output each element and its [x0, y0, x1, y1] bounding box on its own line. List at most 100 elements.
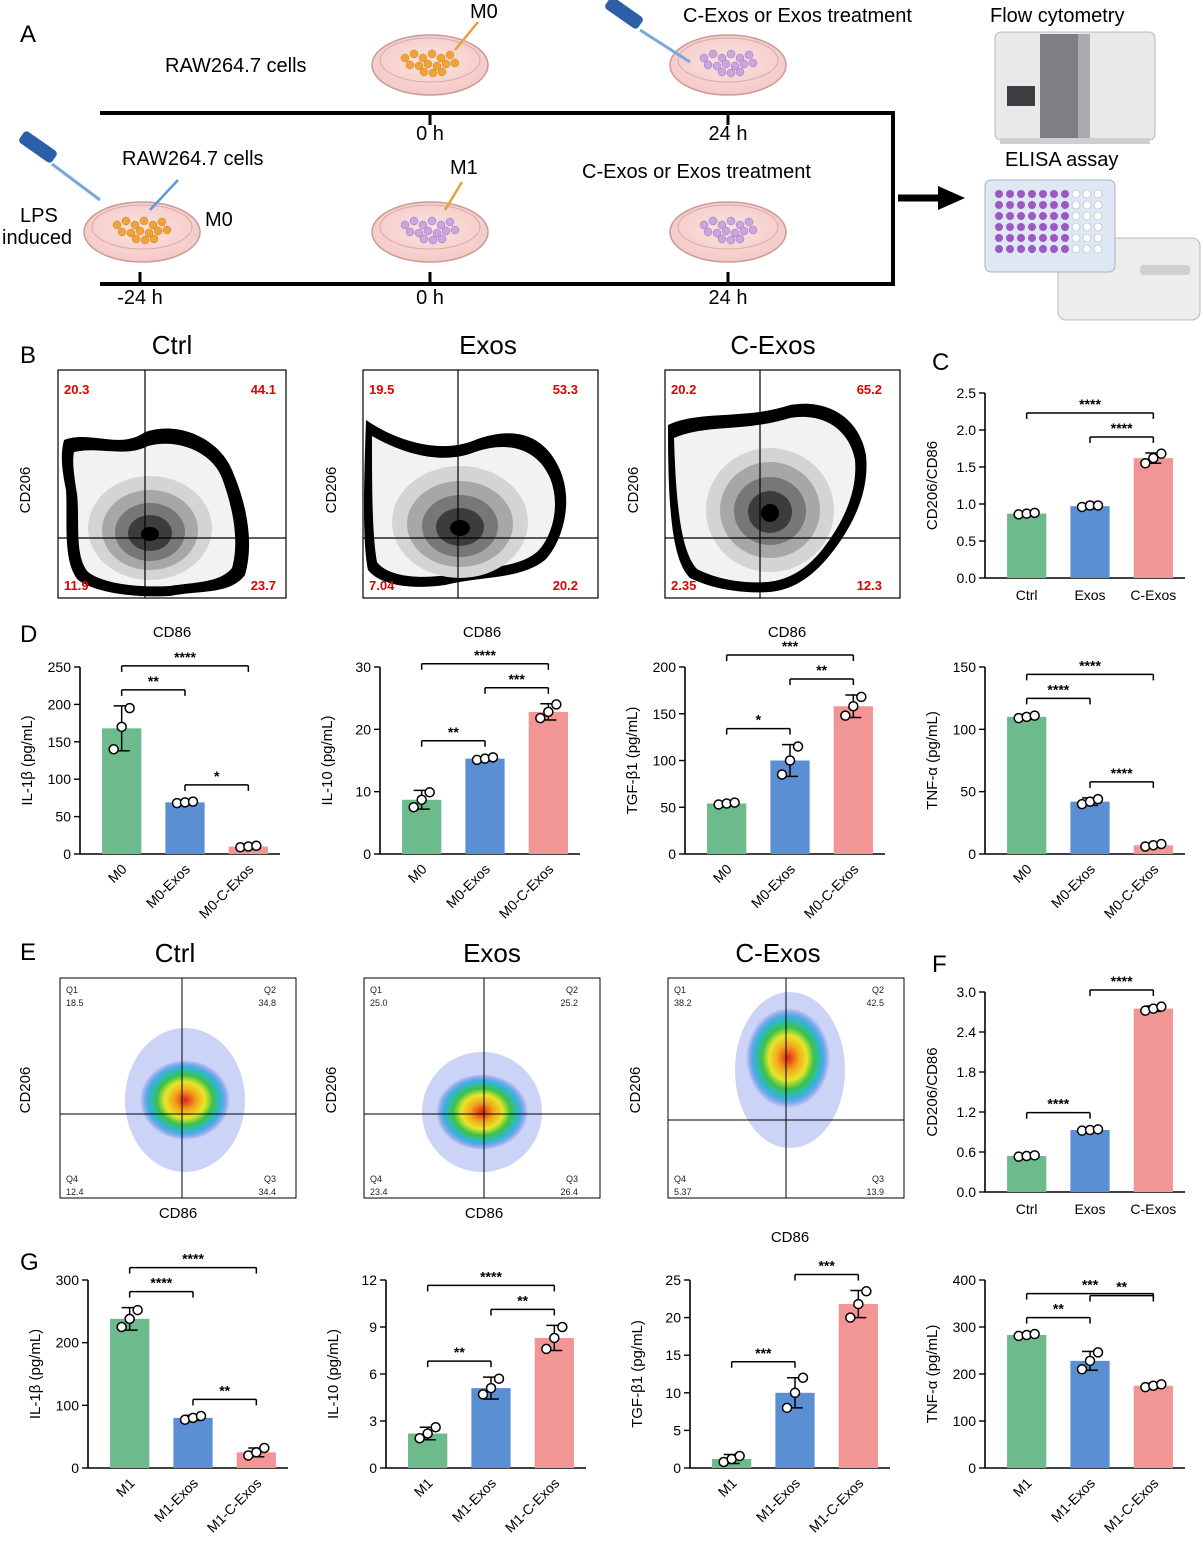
x-tick-label: M1-Exos: [1048, 1475, 1098, 1525]
y-tick-label: 0.0: [957, 570, 977, 586]
significance-label: **: [454, 1344, 465, 1360]
flow-b-plot-c-exos: C-Exos 20.2 65.2 2.35 12.3 CD206 CD86: [625, 330, 901, 641]
y-tick-label: 200: [56, 1335, 80, 1351]
scheme-bottom-time-neg24: -24 h: [117, 287, 163, 309]
y-tick-label: 1.5: [957, 459, 977, 475]
y-tick-label: 10: [665, 1385, 681, 1401]
bar-chart-c: 0.0 0.5 1.0 1.5 2.0 2.5 CD206/CD86 Ctrl Exos C-Ex…: [924, 385, 1185, 603]
bar: [465, 758, 505, 854]
bar: [1007, 1334, 1047, 1468]
significance-label: **: [517, 1292, 528, 1308]
y-tick-label: 10: [355, 784, 371, 800]
data-point: [797, 1372, 809, 1384]
panel-a: A RAW264.7 cells M0 C-Exos or Exos treat…: [2, 0, 1201, 321]
bar-chart-d3: 0 50 100 150 200 TGF-β1 (pg/mL) M0 M0-Exos M0-C-…: [624, 638, 885, 922]
flow-xlabel: CD86: [771, 1229, 809, 1246]
bar: [528, 711, 568, 854]
quadrant-q2-name: Q2: [264, 985, 276, 995]
quadrant-q4-value: 5.37: [674, 1187, 692, 1197]
data-point: [1140, 458, 1151, 469]
quadrant-q4-value: 7.04: [369, 578, 395, 593]
x-tick-label: Exos: [1074, 587, 1105, 603]
bar-chart-d4: 0 50 100 150 TNF-α (pg/mL) M0 M0-Exos M0-C-Exos…: [924, 657, 1185, 922]
y-tick-label: 15: [665, 1347, 681, 1363]
data-point: [116, 1321, 127, 1333]
y-axis-label: CD206/CD86: [924, 1047, 941, 1136]
x-tick-label: C-Exos: [1130, 1201, 1176, 1217]
panel-letter-b: B: [20, 342, 36, 369]
bar-chart-f: 0.0 0.6 1.2 1.8 2.4 3.0 CD206/CD86 Ctrl Exos C-Ex…: [924, 973, 1185, 1217]
flow-xlabel: CD86: [768, 624, 806, 641]
data-point: [734, 1450, 745, 1462]
significance-label: **: [448, 724, 459, 740]
y-tick-label: 0.0: [957, 1184, 977, 1200]
scheme-bottom-m0-label: M0: [205, 209, 233, 231]
quadrant-q3-name: Q3: [264, 1174, 276, 1184]
significance-label: ****: [1047, 681, 1069, 697]
data-point: [424, 787, 435, 798]
y-tick-label: 5: [673, 1422, 681, 1438]
dish-bottom-m1: [371, 181, 489, 263]
panel-letter-g: G: [20, 1249, 39, 1276]
quadrant-q2-value: 53.3: [553, 382, 578, 397]
y-tick-label: 100: [56, 1397, 80, 1413]
y-tick-label: 0: [968, 846, 976, 862]
bar-chart-d1: 0 50 100 150 200 250 IL-1β (pg/mL) M0 M0-Exos M0-…: [19, 649, 280, 922]
quadrant-q2-name: Q2: [566, 985, 578, 995]
data-point: [487, 752, 499, 763]
data-point: [1084, 1355, 1096, 1367]
quadrant-q1-value: 25.0: [370, 998, 388, 1008]
x-tick-label: M0-Exos: [443, 861, 493, 911]
y-tick-label: 50: [55, 809, 71, 825]
panel-letter-e: E: [20, 939, 36, 966]
flow-ylabel: CD206: [625, 467, 642, 514]
significance-label: ****: [150, 1275, 172, 1291]
data-point: [551, 699, 562, 710]
quadrant-q2-value: 44.1: [251, 382, 276, 397]
y-axis-label: TGF-β1 (pg/mL): [629, 1320, 646, 1428]
data-point: [422, 1428, 433, 1439]
data-point: [541, 1343, 552, 1355]
x-tick-label: M0: [710, 861, 735, 886]
bar: [1070, 1130, 1110, 1192]
significance-label: ****: [1047, 1096, 1069, 1112]
x-tick-label: M1-Exos: [449, 1475, 499, 1525]
plot-frame: [664, 369, 901, 599]
arrow-head-icon: [938, 186, 965, 210]
y-axis-label: IL-1β (pg/mL): [19, 715, 36, 805]
y-axis-label: TNF-α (pg/mL): [924, 1325, 941, 1424]
y-tick-label: 20: [665, 1310, 681, 1326]
data-point: [416, 794, 427, 806]
data-point: [848, 701, 859, 712]
y-tick-label: 0.6: [957, 1144, 977, 1160]
quadrant-q2-value: 65.2: [857, 382, 882, 397]
flow-b-title: C-Exos: [730, 330, 815, 360]
quadrant-q1-value: 20.2: [671, 382, 696, 397]
y-tick-label: 250: [48, 659, 72, 675]
quadrant-q4-value: 12.4: [66, 1187, 84, 1197]
y-tick-label: 50: [660, 799, 676, 815]
y-tick-label: 1.0: [957, 496, 977, 512]
data-point: [853, 1298, 864, 1310]
y-tick-label: 200: [953, 1366, 977, 1382]
data-point: [1156, 1001, 1167, 1012]
significance-label: **: [1116, 1279, 1127, 1295]
y-tick-label: 100: [953, 1413, 977, 1429]
significance-label: ****: [182, 1251, 204, 1267]
flow-ylabel: CD206: [323, 467, 340, 514]
x-tick-label: Ctrl: [1016, 1201, 1038, 1217]
y-tick-label: 200: [653, 659, 677, 675]
flow-xlabel: CD86: [159, 1205, 197, 1222]
y-tick-label: 0: [968, 1460, 976, 1476]
significance-label: ****: [1111, 973, 1133, 989]
y-tick-label: 150: [953, 659, 977, 675]
bar: [1007, 716, 1047, 854]
y-tick-label: 3.0: [957, 984, 977, 1000]
y-tick-label: 20: [355, 721, 371, 737]
panel-letter-f: F: [932, 951, 947, 978]
flow-ylabel: CD206: [323, 1067, 340, 1114]
significance-label: *: [756, 712, 762, 728]
dish-top-treated: [669, 34, 787, 96]
quadrant-q3-value: 20.2: [553, 578, 578, 593]
bar: [110, 1318, 150, 1468]
